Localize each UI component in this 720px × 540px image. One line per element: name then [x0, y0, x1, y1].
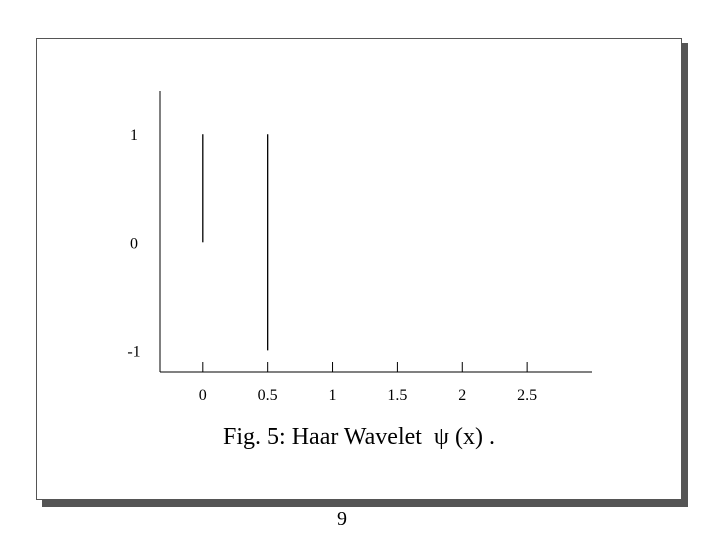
x-tick-label: 1.5 — [387, 387, 407, 404]
slide-frame — [36, 38, 682, 500]
y-tick-label: -1 — [127, 343, 140, 360]
y-tick-label: 1 — [130, 127, 138, 144]
axes — [159, 91, 592, 373]
y-tick-label: 0 — [130, 235, 138, 252]
series-marks — [202, 134, 269, 351]
ticks — [202, 362, 528, 372]
figure-caption: Fig. 5: Haar Wavelet ψ (x) . — [223, 424, 495, 450]
x-tick-label: 0 — [199, 387, 207, 404]
x-tick-label: 0.5 — [258, 387, 278, 404]
page-number: 9 — [337, 508, 347, 530]
tick-labels: 0 0.5 1 1.5 2 2.5 1 0 -1 — [127, 127, 537, 404]
x-tick-label: 2.5 — [517, 387, 537, 404]
x-tick-label: 1 — [329, 387, 337, 404]
x-tick-label: 2 — [458, 387, 466, 404]
